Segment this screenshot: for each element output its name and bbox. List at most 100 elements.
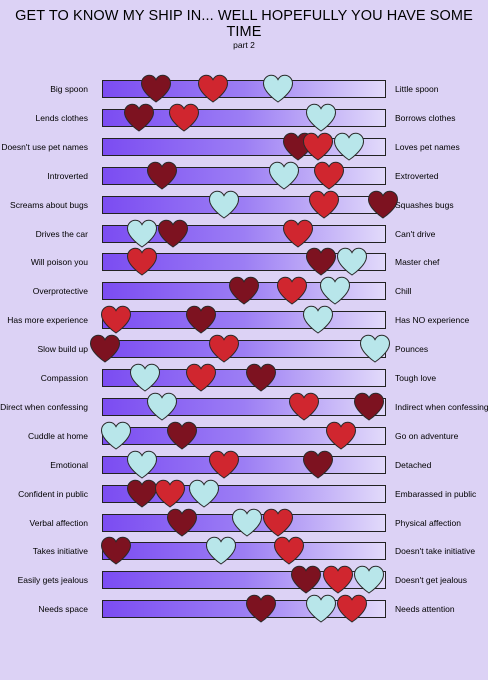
right-trait-label: Has NO experience	[395, 315, 470, 326]
red-heart-icon	[262, 508, 294, 537]
dark-red-heart-icon	[166, 508, 198, 537]
red-heart-icon	[100, 305, 132, 334]
red-heart-icon	[208, 450, 240, 479]
dark-red-heart-icon	[245, 363, 277, 392]
dark-red-heart-icon	[228, 276, 260, 305]
spectrum-bar	[102, 80, 386, 98]
red-heart-icon	[276, 276, 308, 305]
right-trait-label: Doesn't get jealous	[395, 575, 468, 586]
spectrum-row: Direct when confessing Indirect when conf…	[0, 392, 488, 421]
dark-red-heart-icon	[157, 219, 189, 248]
red-heart-icon	[168, 103, 200, 132]
left-trait-label: Cuddle at home	[27, 430, 88, 441]
spectrum-row: Big spoon Little spoon	[0, 74, 488, 103]
right-trait-label: Extroverted	[395, 170, 439, 181]
spectrum-row: Will poison you Master chef	[0, 248, 488, 276]
red-heart-icon	[185, 363, 217, 392]
right-trait-label: Embarassed in public	[395, 488, 477, 499]
left-trait-label: Emotional	[50, 459, 88, 470]
right-trait-label: Squashes bugs	[395, 199, 454, 210]
left-trait-label: Verbal affection	[29, 517, 88, 528]
light-blue-heart-icon	[188, 479, 220, 508]
right-trait-label: Detached	[395, 459, 432, 470]
red-heart-icon	[308, 190, 340, 219]
spectrum-row: Verbal affection Physical affection	[0, 508, 488, 537]
spectrum-row: Slow build up Pounces	[0, 334, 488, 363]
light-blue-heart-icon	[319, 276, 351, 305]
light-blue-heart-icon	[333, 132, 365, 161]
spectrum-row: Takes initiative Doesn't take initiative	[0, 537, 488, 565]
spectrum-row: Compassion Tough love	[0, 363, 488, 392]
left-trait-label: Lends clothes	[35, 112, 88, 123]
red-heart-icon	[322, 565, 354, 594]
dark-red-heart-icon	[100, 536, 132, 565]
red-heart-icon	[336, 594, 368, 623]
red-heart-icon	[288, 392, 320, 421]
left-trait-label: Big spoon	[50, 84, 88, 94]
light-blue-heart-icon	[126, 450, 158, 479]
spectrum-bar	[102, 340, 386, 359]
dark-red-heart-icon	[367, 190, 399, 219]
red-heart-icon	[302, 132, 334, 161]
left-trait-label: Slow build up	[37, 344, 88, 355]
spectrum-bar	[102, 311, 386, 330]
light-blue-heart-icon	[268, 161, 300, 190]
left-trait-label: Takes initiative	[32, 546, 88, 557]
spectrum-row: Doesn't use pet names Loves pet names	[0, 132, 488, 161]
left-trait-label: Will poison you	[30, 257, 88, 268]
left-trait-label: Has more experience	[7, 315, 88, 326]
spectrum-row: Emotional Detached	[0, 450, 488, 479]
left-trait-label: Doesn't use pet names	[1, 141, 88, 152]
left-trait-label: Overprotective	[32, 286, 88, 297]
spectrum-row: Screams about bugs Squashes bugs	[0, 190, 488, 219]
spectrum-bar	[102, 542, 386, 561]
left-trait-label: Introverted	[47, 170, 88, 181]
light-blue-heart-icon	[231, 508, 263, 537]
spectrum-row: Confident in public Embarassed in public	[0, 479, 488, 508]
right-trait-label: Can't drive	[395, 228, 436, 239]
dark-red-heart-icon	[123, 103, 155, 132]
spectrum-bar	[102, 195, 386, 214]
red-heart-icon	[325, 421, 357, 450]
light-blue-heart-icon	[305, 594, 337, 623]
left-trait-label: Drives the car	[35, 228, 88, 239]
dark-red-heart-icon	[146, 161, 178, 190]
spectrum-row: Needs space Needs attention	[0, 594, 488, 623]
right-trait-label: Pounces	[395, 344, 429, 355]
dark-red-heart-icon	[302, 450, 334, 479]
light-blue-heart-icon	[208, 190, 240, 219]
spectrum-row: Cuddle at home Go on adventure	[0, 421, 488, 450]
spectrum-row: Overprotective Chill	[0, 276, 488, 305]
dark-red-heart-icon	[353, 392, 385, 421]
left-trait-label: Direct when confessing	[0, 401, 88, 412]
red-heart-icon	[154, 479, 186, 508]
light-blue-heart-icon	[353, 565, 385, 594]
right-trait-label: Loves pet names	[395, 141, 460, 152]
light-blue-heart-icon	[129, 363, 161, 392]
light-blue-heart-icon	[262, 74, 294, 103]
dark-red-heart-icon	[245, 594, 277, 623]
light-blue-heart-icon	[336, 247, 368, 276]
red-heart-icon	[313, 161, 345, 190]
right-trait-label: Tough love	[395, 373, 437, 383]
dark-red-heart-icon	[305, 247, 337, 276]
page-title: GET TO KNOW MY SHIP IN... WELL HOPEFULLY…	[15, 8, 473, 40]
left-trait-label: Compassion	[40, 373, 88, 383]
dark-red-heart-icon	[290, 565, 322, 594]
left-trait-label: Screams about bugs	[10, 199, 88, 210]
red-heart-icon	[126, 247, 158, 276]
spectrum-bar	[102, 369, 386, 387]
right-trait-label: Borrows clothes	[395, 112, 456, 123]
left-trait-label: Confident in public	[18, 488, 88, 499]
dark-red-heart-icon	[89, 334, 121, 363]
dark-red-heart-icon	[166, 421, 198, 450]
red-heart-icon	[208, 334, 240, 363]
dark-red-heart-icon	[185, 305, 217, 334]
dark-red-heart-icon	[140, 74, 172, 103]
light-blue-heart-icon	[100, 421, 132, 450]
page-subtitle: part 2	[233, 40, 255, 50]
spectrum-row: Drives the car Can't drive	[0, 219, 488, 248]
spectrum-row: Has more experience Has NO experience	[0, 305, 488, 334]
red-heart-icon	[273, 536, 305, 565]
right-trait-label: Physical affection	[395, 517, 461, 528]
